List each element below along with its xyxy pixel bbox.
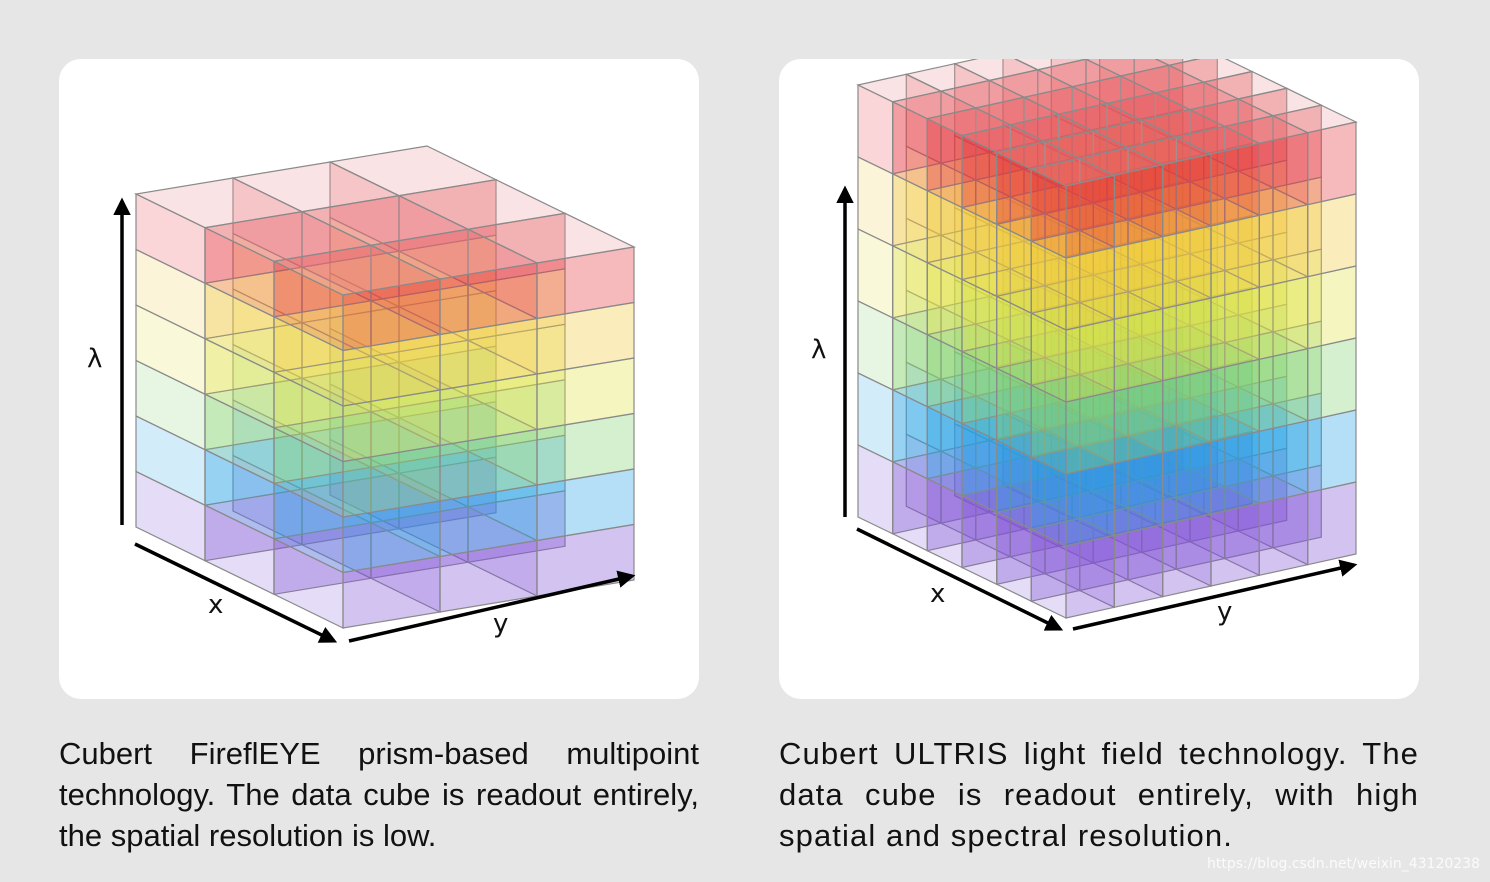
cube-cell-front-face: [1210, 358, 1260, 443]
cube-cell-front-face: [1307, 265, 1357, 350]
watermark: https://blog.csdn.net/weixin_43120238: [1206, 856, 1480, 872]
cube-cell-front-face: [1258, 491, 1309, 577]
cube-cell-front-face: [1258, 347, 1309, 433]
cube-cell-front-face: [1065, 174, 1115, 259]
cube-cell-front-face: [1162, 513, 1212, 598]
cube-cell-front-face: [1162, 153, 1212, 238]
cube-cell-front-face: [1065, 390, 1115, 475]
cube-cell-front-face: [1113, 163, 1164, 249]
cube-cell-front-face: [1307, 121, 1357, 206]
cube-cell-front-face: [1113, 523, 1164, 609]
cube-cell-front-face: [1307, 193, 1357, 278]
y-axis-arrow: [1072, 559, 1358, 631]
cube-cell-front-face: [1113, 379, 1164, 465]
y-axis-label: y: [493, 609, 509, 639]
cube-cell-front-face: [1210, 502, 1260, 587]
firefleye-cube-panel: λ x y: [59, 59, 699, 699]
cube-cell-front-face: [1210, 214, 1260, 299]
cube-cell-front-face: [1065, 462, 1115, 547]
cube-cell-front-face: [1162, 369, 1212, 454]
y-axis-label: y: [1217, 597, 1233, 627]
cube-cell-front-face: [1065, 246, 1115, 331]
cube-cell-front-face: [1065, 318, 1115, 403]
ultris-cube-panel: λ x y: [779, 59, 1419, 699]
cube-cell-front-face: [1162, 225, 1212, 310]
cube-cell-front-face: [1162, 441, 1212, 526]
y-axis-arrow: [348, 570, 636, 643]
x-axis-arrow: [856, 527, 1064, 631]
cube-cell-front-face: [1258, 275, 1309, 361]
cube-cell-front-face: [1113, 451, 1164, 537]
cube-cell-front-face: [1113, 235, 1164, 321]
cube-cell-front-face: [1210, 142, 1260, 227]
x-axis-label: x: [208, 590, 224, 620]
firefleye-caption: Cubert FireflEYE prism-based multipoint …: [59, 736, 699, 853]
firefleye-data-cube: [113, 145, 636, 643]
cube-cell-front-face: [1258, 203, 1309, 289]
lambda-axis-label: λ: [811, 335, 827, 365]
cube-cell-front-face: [1307, 337, 1357, 422]
cube-cell-front-face: [1210, 286, 1260, 371]
cube-cell-front-face: [1065, 534, 1115, 619]
cube-cell-front-face: [1113, 307, 1164, 393]
cube-cell-top-face: [272, 244, 442, 296]
x-axis-label: x: [930, 579, 946, 609]
cube-cell-front-face: [1210, 430, 1260, 515]
lambda-axis-label: λ: [87, 344, 103, 374]
cube-cell-front-face: [1307, 481, 1357, 566]
cube-cell-front-face: [1307, 409, 1357, 494]
ultris-caption: Cubert ULTRIS light field technology. Th…: [779, 736, 1419, 853]
x-axis-arrow: [134, 542, 338, 643]
cube-cell-front-face: [1258, 131, 1309, 217]
ultris-data-cube: [836, 59, 1358, 631]
cube-cell-front-face: [1162, 297, 1212, 382]
cube-cell-front-face: [1258, 419, 1309, 505]
cube-cell-top-face: [1029, 157, 1117, 187]
